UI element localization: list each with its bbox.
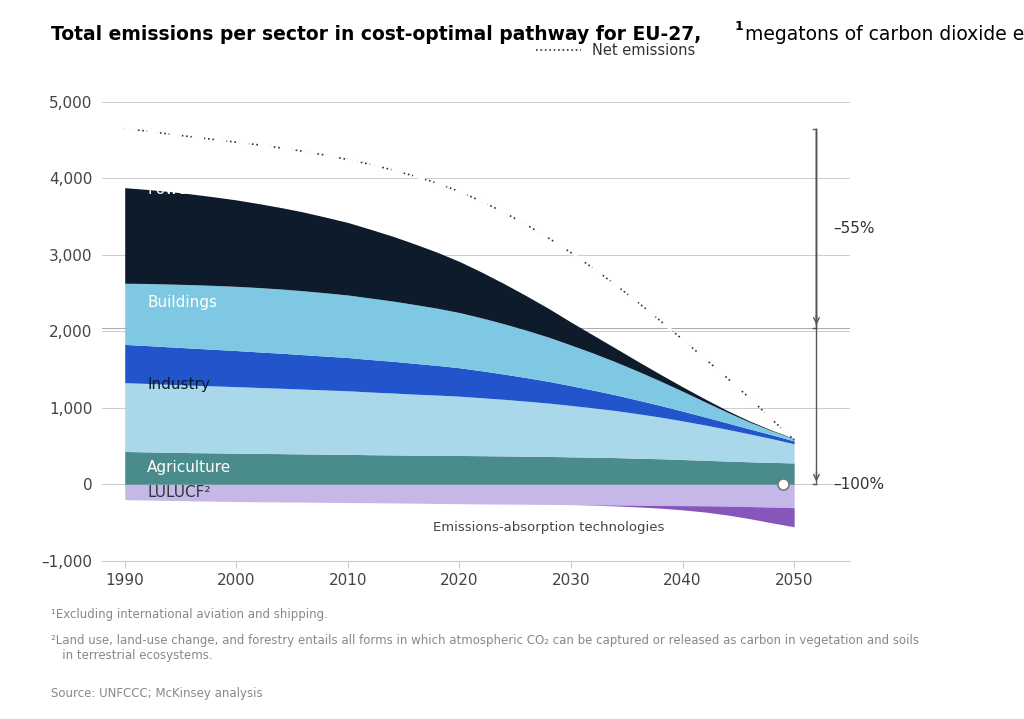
Text: ¹Excluding international aviation and shipping.: ¹Excluding international aviation and sh…: [51, 608, 328, 620]
Text: Total emissions per sector in cost-optimal pathway for EU-27,: Total emissions per sector in cost-optim…: [51, 25, 701, 44]
Text: –100%: –100%: [834, 477, 885, 492]
Text: –55%: –55%: [834, 221, 874, 236]
Text: 1: 1: [734, 20, 743, 33]
Text: Emissions-absorption technologies: Emissions-absorption technologies: [433, 521, 665, 533]
Text: Buildings: Buildings: [147, 295, 217, 310]
Text: ²Land use, land-use change, and forestry entails all forms in which atmospheric : ²Land use, land-use change, and forestry…: [51, 634, 920, 662]
Text: Power: Power: [147, 183, 194, 198]
Text: Agriculture: Agriculture: [147, 460, 231, 475]
Text: Industry: Industry: [147, 377, 210, 393]
Text: megatons of carbon dioxide equivalent: megatons of carbon dioxide equivalent: [739, 25, 1024, 44]
Text: Transportation: Transportation: [147, 249, 258, 264]
Text: LULUCF²: LULUCF²: [147, 485, 211, 500]
Text: Source: UNFCCC; McKinsey analysis: Source: UNFCCC; McKinsey analysis: [51, 687, 263, 700]
Text: Net emissions: Net emissions: [592, 42, 695, 58]
